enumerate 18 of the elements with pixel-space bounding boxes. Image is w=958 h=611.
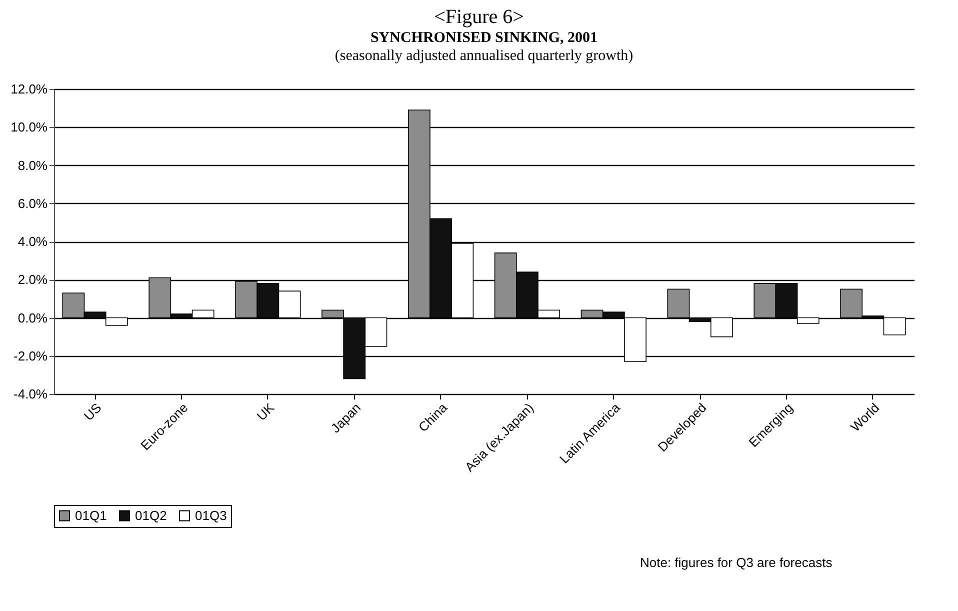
chart-subtitle: (seasonally adjusted annualised quarterly growth) xyxy=(334,48,634,64)
chart-title: SYNCHRONISED SINKING, 2001 xyxy=(370,30,598,46)
text: <Figure 6> xyxy=(433,5,525,30)
y-tick-label: 2.0% xyxy=(18,272,48,288)
y-tick-label: 12.0% xyxy=(10,82,48,96)
y-tick-label: -4.0% xyxy=(14,386,48,402)
y-tick-label: 4.0% xyxy=(18,234,48,249)
legend-label: 01Q1 xyxy=(75,508,107,523)
x-tick-label: UK xyxy=(254,400,278,424)
y-tick-label: -2.0% xyxy=(14,348,48,364)
legend-label: 01Q3 xyxy=(195,508,227,523)
legend-label: 01Q2 xyxy=(135,508,167,523)
x-tick-label: US xyxy=(80,400,104,424)
y-tick-label: 8.0% xyxy=(18,158,48,173)
y-tick-label: 6.0% xyxy=(18,196,48,211)
y-tick-label: 10.0% xyxy=(10,120,48,135)
y-tick-label: 0.0% xyxy=(18,310,48,326)
text: Note: figures for Q3 are forecasts xyxy=(640,555,832,570)
